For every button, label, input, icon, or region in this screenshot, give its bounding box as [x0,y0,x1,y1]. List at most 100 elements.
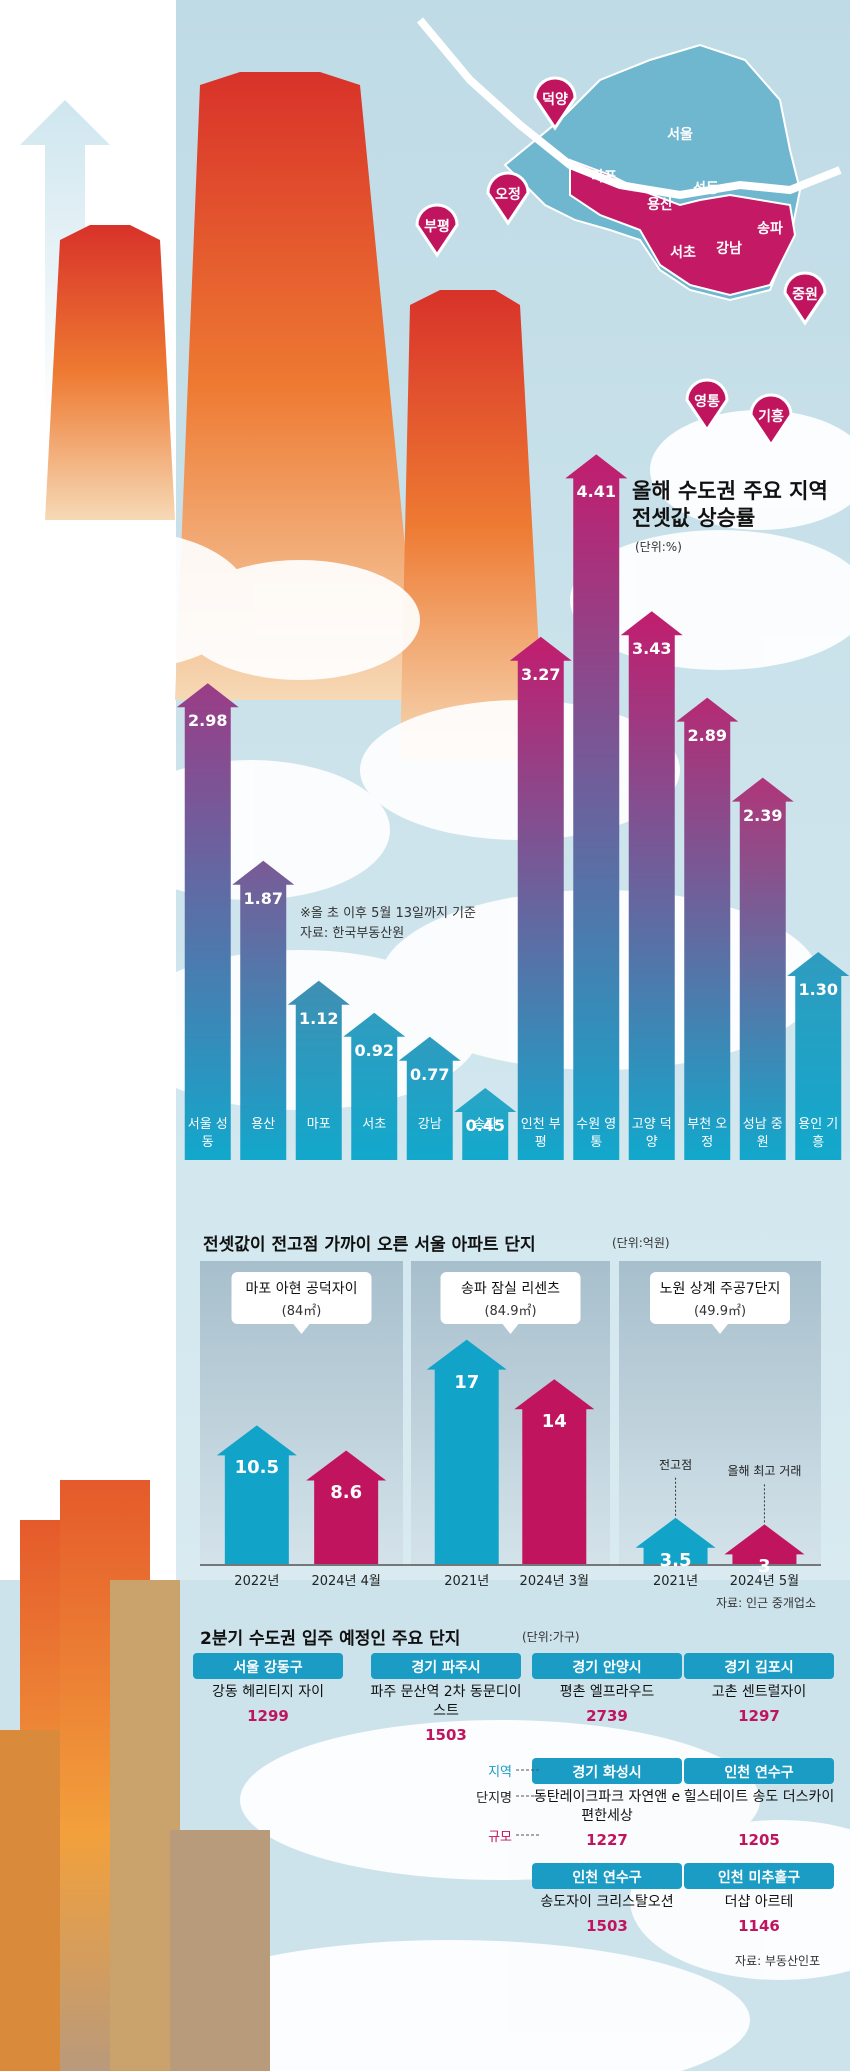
panel-size: (84㎡) [281,1304,322,1319]
region: 인천 연수구 [724,1765,794,1781]
complex-name: 강동 헤리티지 자이 [212,1684,324,1700]
map-label: 서초 [670,245,696,261]
units: 1146 [738,1917,780,1935]
category-label: 2021년 [653,1574,699,1589]
value-label: 1.87 [243,888,283,908]
panel-title-tail [712,1324,728,1334]
panel-title-box [440,1272,581,1324]
category-label: 고양 덕양 [631,1117,672,1150]
units: 1227 [586,1831,628,1849]
category-label: 용산 [251,1117,276,1132]
map-pin [415,203,459,258]
arrow-bar [565,454,628,1160]
panel-name: 노원 상계 주공7단지 [659,1281,781,1297]
legend-label: 지역 [488,1765,512,1780]
unit-label: (단위:%) [635,540,682,554]
annotation: 올해 최고 거래 [727,1464,802,1479]
map-label: 마포 [591,169,617,185]
value-label: 17 [454,1371,480,1393]
map-pin [533,76,577,131]
deco-tower [45,225,175,520]
map-label: 영통 [694,394,720,410]
arrow-bar [620,611,683,1160]
region: 경기 화성시 [572,1765,642,1781]
region: 경기 김포시 [724,1660,794,1676]
category-label: 부천 오정 [687,1117,728,1150]
arrow-bar [216,1425,297,1564]
units: 1503 [425,1726,467,1744]
arrow-bar [676,697,739,1160]
map-label: 용산 [647,197,673,213]
arrow-bar [787,952,850,1160]
arrow-bar [306,1450,387,1564]
map-districts [569,158,797,297]
arrow-bar [426,1339,507,1564]
note: ※올 초 이후 5월 13일까지 기준 [300,906,476,921]
map-label: 중원 [792,287,818,303]
map-pin [749,393,793,448]
panel-size: (49.9㎡) [693,1304,747,1319]
legend-label: 단지명 [476,1791,512,1806]
annotation: 전고점 [658,1457,693,1472]
value-label: 3.5 [659,1549,692,1571]
complex-name: 힐스테이트 송도 더스카이 [683,1789,835,1805]
value-label: 2.39 [743,805,783,825]
category-label: 서초 [362,1117,387,1132]
arrow-bar [232,860,295,1160]
source: 자료: 부동산인포 [735,1954,821,1968]
region: 인천 연수구 [572,1870,642,1886]
map-label: 성동 [693,181,719,197]
map-pin [486,171,530,226]
category-label: 인천 부평 [520,1117,561,1150]
units: 1299 [247,1707,289,1725]
complex-name: 파주 문산역 2차 동문디이스트 [370,1684,522,1719]
map-label: 강남 [716,241,742,257]
category-label: 2024년 4월 [311,1574,381,1589]
value-label: 0.77 [410,1064,450,1084]
value-label: 14 [541,1411,567,1433]
value-label: 3.43 [632,639,672,659]
deco-building [110,1580,180,2071]
units: 1297 [738,1707,780,1725]
deco-building [0,1730,60,2071]
map-label: 덕양 [542,92,568,108]
note: 자료: 한국부동산원 [300,926,405,941]
region: 서울 강동구 [233,1660,303,1676]
deco-tower [175,72,420,700]
legend-label: 규모 [488,1830,512,1845]
value-label: 0.45 [465,1116,505,1135]
region: 경기 파주시 [411,1660,481,1676]
panel-title-box [650,1272,790,1324]
complex-name: 고촌 센트럴자이 [711,1684,807,1700]
panel-name: 마포 아현 공덕자이 [245,1281,358,1297]
region-badge [532,1758,682,1784]
category-label: 강남 [417,1117,442,1132]
panel-title-tail [293,1324,310,1334]
value-label: 1.30 [798,980,838,999]
value-label: 1.12 [299,1008,339,1028]
value-label: 0.92 [354,1040,394,1060]
deco-building [170,1830,270,2071]
panel-size: (84.9㎡) [484,1304,537,1319]
value-label: 4.41 [576,482,616,502]
category-label: 2024년 3월 [519,1574,589,1589]
region: 인천 미추홀구 [717,1870,801,1886]
value-label: 3 [758,1556,771,1578]
category-label: 2024년 5월 [729,1574,800,1589]
category-label: 2021년 [444,1574,490,1589]
arrow-bar [724,1524,805,1564]
region-badge [684,1863,834,1889]
section-title: 2분기 수도권 입주 예정인 주요 단지 [200,1629,461,1649]
arrow-bar [454,1088,517,1160]
source: 자료: 인근 중개업소 [716,1596,816,1610]
category-label: 2022년 [234,1574,280,1589]
region-badge [371,1653,521,1679]
map-label: 오정 [495,187,521,203]
complex-name: 더샵 아르테 [724,1894,794,1910]
region: 경기 안양시 [572,1660,642,1676]
category-label: 서울 성동 [187,1117,228,1150]
complex-name: 동탄레이크파크 자연앤 e편한세상 [533,1789,681,1824]
units: 1205 [738,1831,780,1849]
